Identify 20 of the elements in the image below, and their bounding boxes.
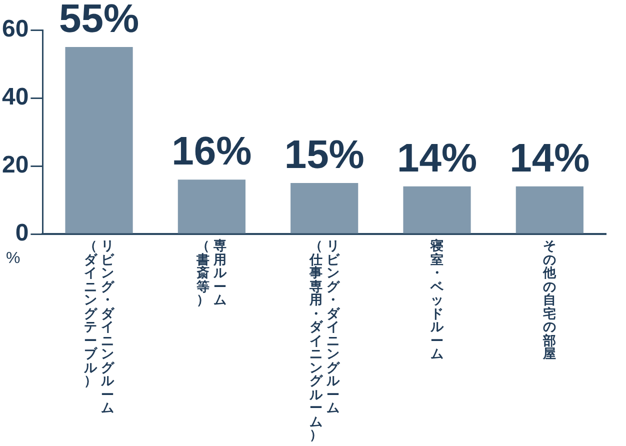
- data-label: 14%: [396, 136, 478, 180]
- category-label: その他の自宅の部屋: [543, 239, 556, 362]
- data-label: 16%: [172, 130, 252, 174]
- y-tick-label: 40: [2, 84, 29, 111]
- data-label: 15%: [284, 133, 364, 178]
- y-tick-label: 60: [2, 16, 29, 43]
- category-label: リビング・ダイニングルーム（ダイニングテーブル）: [84, 239, 114, 416]
- y-tick-label: 0: [15, 220, 29, 247]
- bar: [290, 183, 358, 234]
- bar: [403, 186, 471, 234]
- data-label: 55%: [58, 0, 140, 42]
- bar: [516, 186, 584, 234]
- bar: [65, 47, 133, 234]
- bar: [178, 180, 246, 234]
- category-label: 寝室・ベッドルーム: [430, 239, 444, 362]
- category-label: リビング・ダイニングルーム（仕事専用・ダイニングルーム）: [309, 239, 340, 443]
- y-tick-label: 20: [2, 152, 29, 179]
- category-label: 専用ルーム（書斎等）: [196, 239, 227, 308]
- y-axis-title: %: [6, 250, 20, 268]
- data-label: 14%: [510, 136, 590, 180]
